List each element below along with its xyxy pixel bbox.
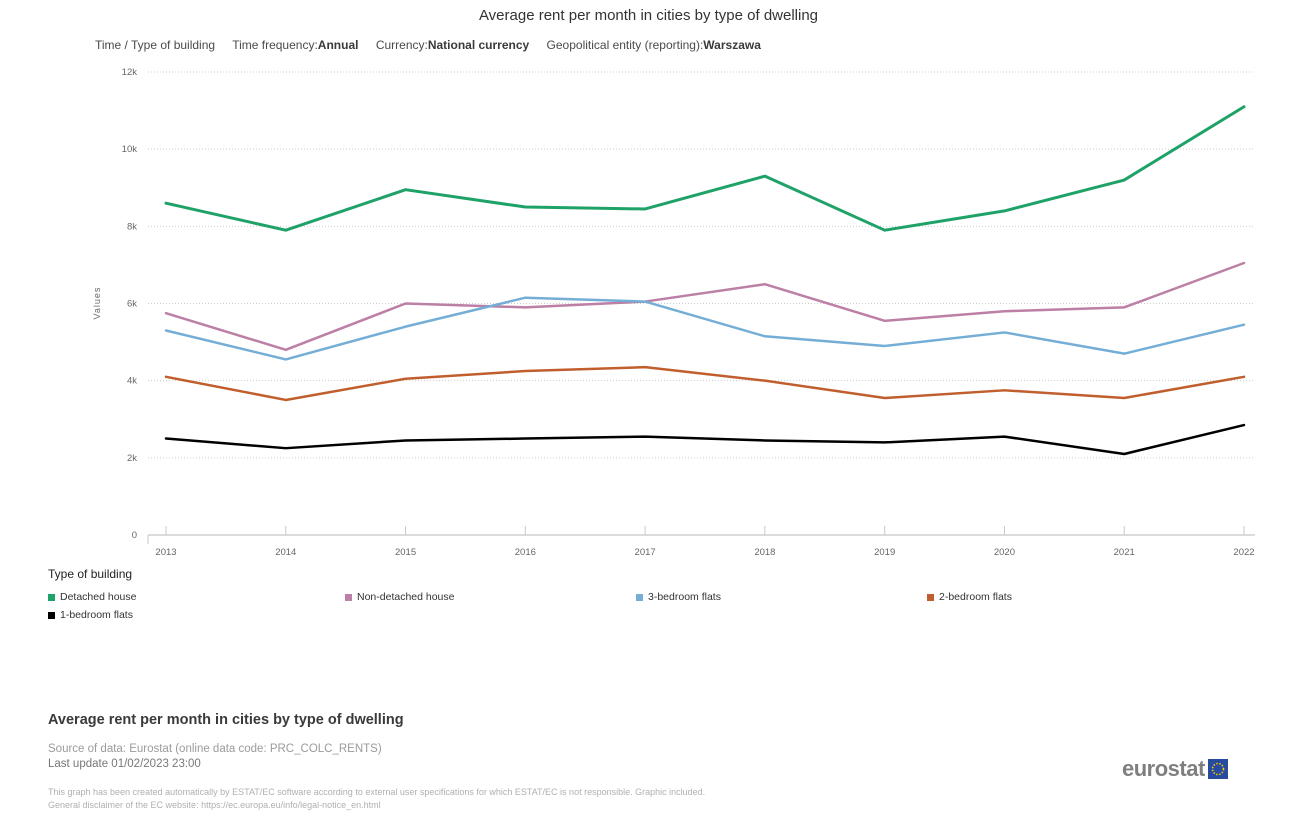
legend-swatch-icon [345,593,352,601]
x-tick-label: 2022 [1233,547,1254,558]
filter-time-frequency: Time frequency:Annual [232,38,359,52]
legend-title: Type of building [48,567,133,581]
eurostat-logo-text: eurostat [1122,756,1205,781]
x-tick-label: 2018 [754,547,775,558]
legend-label: 3-bedroom flats [648,591,721,603]
y-tick-label: 4k [127,376,137,387]
legend-swatch-icon [48,611,55,619]
y-tick-label: 2k [127,453,137,464]
disclaimer: This graph has been created automaticall… [48,786,1248,812]
x-tick-label: 2015 [395,547,416,558]
legend-item: Detached house [48,591,345,603]
series-line-1-bedroom-flats [164,423,1246,456]
y-tick-label: 8k [127,221,137,232]
filter-currency: Currency:National currency [375,38,530,52]
footer-title: Average rent per month in cities by type… [48,712,404,728]
x-tick-label: 2020 [994,547,1015,558]
legend-items: Detached house Non-detached house 3-bedroo… [48,591,1268,621]
x-tick-label: 2016 [515,547,536,558]
legend-label: 2-bedroom flats [939,591,1012,603]
legend-label: Detached house [60,591,137,603]
chart-legend: Type of building Detached house Non-detac… [48,567,1268,621]
eurostat-logo: eurostat [1122,756,1228,782]
legend-swatch-icon [48,593,55,601]
legend-label: 1-bedroom flats [60,609,133,621]
legend-label: Non-detached house [357,591,455,603]
filter-geo: Geopolitical entity (reporting):Warszawa [546,38,761,52]
x-tick-label: 2017 [635,547,656,558]
legend-item: 2-bedroom flats [927,591,1218,603]
y-tick-label: 10k [122,144,138,155]
source-of-data: Source of data: Eurostat (online data co… [48,743,382,755]
legend-item: 1-bedroom flats [48,609,345,621]
disclaimer-line-1: This graph has been created automaticall… [48,787,706,797]
y-tick-label: 6k [127,299,137,310]
disclaimer-line-2: General disclaimer of the EC website: ht… [48,800,381,810]
y-tick-label: 0 [132,530,137,541]
x-tick-label: 2021 [1114,547,1135,558]
page-title: Average rent per month in cities by type… [478,7,819,24]
eu-flag-icon [1207,759,1228,779]
legend-swatch-icon [636,593,643,601]
legend-item: 3-bedroom flats [636,591,927,603]
chart-filters-bar: Time / Type of building Time frequency:A… [95,38,775,52]
x-tick-label: 2019 [874,547,895,558]
x-tick-label: 2014 [275,547,296,558]
line-chart-canvas: 0 2k 4k 6k 8k 10k 12k 2013 2014 2015 2016 2017 2018 2… [92,67,1255,558]
last-update: Last update 01/02/2023 23:00 [48,758,201,770]
x-tick-label: 2013 [155,547,176,558]
series-line-detached-house [164,105,1246,232]
dimensions-label: Time / Type of building [95,38,216,52]
legend-swatch-icon [927,593,934,601]
series-line-3-bedroom-flats [164,296,1246,361]
y-axis-title: Values [92,287,102,320]
series-line-non-detached-house [164,261,1246,352]
series-line-2-bedroom-flats [164,365,1246,402]
legend-item: Non-detached house [345,591,636,603]
y-tick-label: 12k [122,67,138,78]
chart-footer: Average rent per month in cities by type… [48,712,1248,812]
